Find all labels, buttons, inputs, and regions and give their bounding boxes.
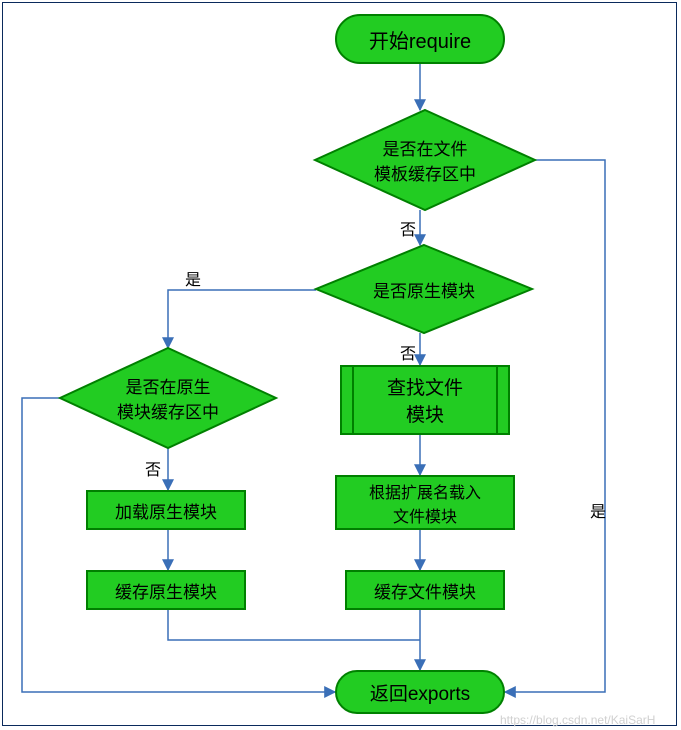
decision-label-d1: 是否在文件 模板缓存区中: [315, 110, 535, 210]
predef-p_find: 查找文件 模块: [340, 365, 510, 435]
process-p_cache_file: 缓存文件模块: [345, 570, 505, 610]
watermark-text: https://blog.csdn.net/KaiSarH: [500, 713, 655, 727]
edge-label-d1_no: 否: [400, 216, 416, 240]
process-p_load_native: 加载原生模块: [86, 490, 246, 530]
process-p_cache_native: 缓存原生模块: [86, 570, 246, 610]
predef-inner-left: [352, 367, 354, 433]
edge-label-d2_yes: 是: [185, 266, 201, 290]
predef-inner-right: [496, 367, 498, 433]
decision-label-d3: 是否在原生 模块缓存区中: [60, 348, 276, 448]
flowchart-canvas: { "flowchart": { "type": "flowchart", "b…: [0, 0, 681, 730]
decision-label-d2: 是否原生模块: [316, 245, 532, 333]
process-p_load_ext: 根据扩展名载入 文件模块: [335, 475, 515, 530]
terminator-end: 返回exports: [335, 670, 505, 714]
edge-label-d3_no: 否: [145, 456, 161, 480]
terminator-start: 开始require: [335, 14, 505, 64]
edge-label-d1_yes: 是: [590, 498, 606, 522]
edge-label-d2_no: 否: [400, 340, 416, 364]
